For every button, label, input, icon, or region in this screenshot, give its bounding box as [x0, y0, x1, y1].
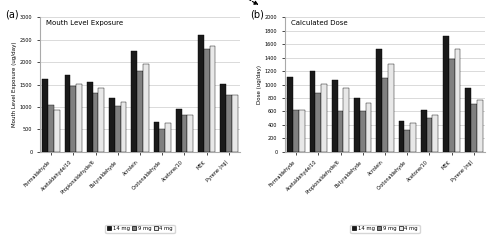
Legend: 14 mg, 9 mg, 4 mg: 14 mg, 9 mg, 4 mg — [106, 225, 174, 233]
Bar — [299, 110, 305, 152]
Bar — [366, 103, 372, 152]
Bar — [321, 84, 327, 152]
Bar — [176, 109, 182, 152]
Text: Mouth Level Exposure: Mouth Level Exposure — [46, 20, 123, 26]
Bar — [332, 80, 338, 152]
Bar — [188, 115, 193, 152]
Bar — [182, 115, 188, 152]
Bar — [388, 64, 394, 152]
Bar — [143, 64, 148, 152]
Bar — [454, 49, 460, 152]
Bar — [382, 78, 388, 152]
Bar — [226, 95, 232, 152]
Text: (b): (b) — [250, 10, 264, 20]
Bar — [160, 129, 165, 152]
Bar — [344, 88, 349, 152]
Bar — [42, 79, 48, 152]
Bar — [87, 82, 92, 152]
Bar — [232, 95, 237, 152]
Bar — [443, 36, 449, 152]
Bar — [421, 110, 426, 152]
Y-axis label: Mouth Level Exposure (ug/day): Mouth Level Exposure (ug/day) — [12, 42, 17, 127]
Bar — [310, 71, 316, 152]
Bar — [465, 88, 471, 152]
Bar — [354, 98, 360, 152]
Bar — [48, 105, 54, 152]
Bar — [432, 115, 438, 152]
Y-axis label: Dose (ug/day): Dose (ug/day) — [257, 65, 262, 104]
Bar — [404, 130, 410, 152]
Bar — [165, 123, 171, 152]
Text: Calculated Dose: Calculated Dose — [291, 20, 348, 26]
Bar — [360, 111, 366, 152]
Bar — [316, 93, 321, 152]
Bar — [293, 110, 299, 152]
Bar — [449, 59, 454, 152]
Bar — [137, 71, 143, 152]
Bar — [70, 86, 76, 152]
Bar — [64, 75, 70, 152]
Bar — [338, 111, 344, 152]
Bar — [109, 98, 115, 152]
Bar — [115, 106, 120, 152]
Bar — [120, 102, 126, 152]
Bar — [204, 49, 210, 152]
Legend: 14 mg, 9 mg, 4 mg: 14 mg, 9 mg, 4 mg — [350, 225, 420, 233]
Bar — [154, 122, 160, 152]
Bar — [54, 110, 60, 152]
Bar — [398, 121, 404, 152]
Bar — [198, 35, 204, 152]
Bar — [426, 118, 432, 152]
Bar — [210, 46, 216, 152]
Bar — [410, 123, 416, 152]
Bar — [288, 77, 293, 152]
Text: (a): (a) — [5, 10, 18, 20]
Bar — [92, 93, 98, 152]
Bar — [98, 88, 104, 152]
Bar — [477, 100, 482, 152]
Bar — [471, 104, 477, 152]
Bar — [220, 84, 226, 152]
Bar — [132, 51, 137, 152]
Bar — [376, 49, 382, 152]
Bar — [76, 84, 82, 152]
